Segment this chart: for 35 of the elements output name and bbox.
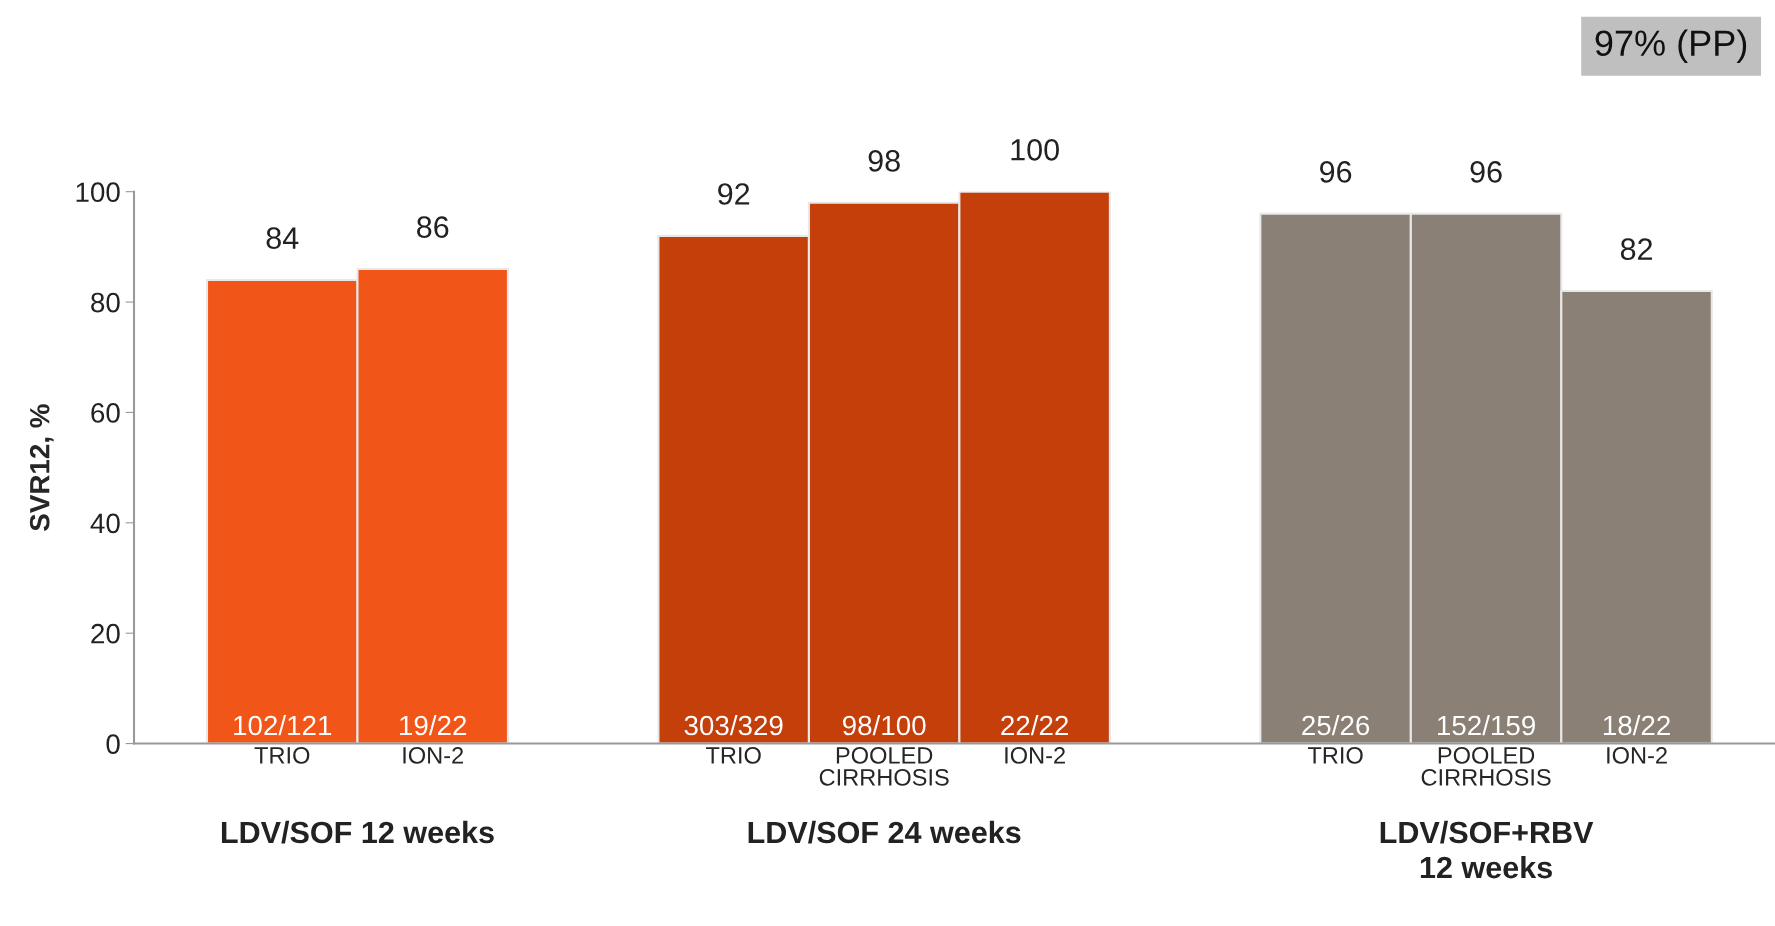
x-tick-label: ION-2 — [403, 746, 464, 764]
x-tick-label: POOLED CIRRHOSIS — [819, 746, 949, 786]
annotation: 25/26 — [1302, 714, 1370, 736]
text: LDV/SOF 24 weeks — [748, 820, 1021, 844]
data-label: 98 — [868, 150, 900, 172]
annotation: 152/159 — [1438, 714, 1535, 736]
annotation: 22/22 — [1001, 714, 1068, 736]
x-tick-label: POOLED CIRRHOSIS — [1421, 746, 1551, 786]
x-tick-label: ION-2 — [1005, 746, 1065, 764]
x-tick-label: ION-2 — [1607, 746, 1667, 764]
text: LDV/SOF+RBV 12 weeks — [1380, 820, 1594, 879]
y-tick-label: 60 — [91, 403, 120, 423]
data-label: 92 — [718, 183, 750, 205]
annotation: 98/100 — [842, 714, 926, 736]
x-tick-label: TRIO — [254, 746, 310, 764]
text: 97% (PP) — [1595, 29, 1747, 64]
x-tick-label: TRIO — [1307, 746, 1363, 764]
y-axis-title: SVR12, % — [29, 404, 54, 531]
text: LDV/SOF 12 weeks — [221, 820, 494, 844]
y-tick-label: 0 — [106, 734, 120, 754]
data-label: 96 — [1470, 161, 1502, 183]
annotation: 102/121 — [234, 714, 332, 736]
data-label: 82 — [1620, 238, 1653, 260]
y-tick-label: 100 — [76, 182, 120, 203]
data-label: 86 — [417, 216, 449, 238]
y-tick-label: 80 — [91, 292, 120, 313]
y-tick-label: 40 — [90, 513, 120, 534]
annotation: 19/22 — [400, 714, 467, 736]
data-label: 84 — [266, 227, 299, 249]
y-tick-label: 20 — [91, 623, 120, 644]
data-label: 96 — [1320, 161, 1352, 183]
x-tick-label: TRIO — [706, 746, 761, 764]
data-label: 100 — [1011, 139, 1059, 161]
annotation: 18/22 — [1603, 714, 1670, 736]
annotation: 303/329 — [684, 714, 783, 736]
